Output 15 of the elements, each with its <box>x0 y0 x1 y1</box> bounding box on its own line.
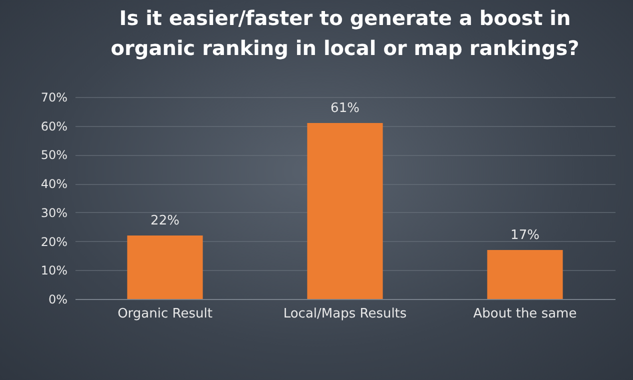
x-tick-label: Local/Maps Results <box>283 306 407 322</box>
y-tick-label: 70% <box>40 90 68 104</box>
chart-title: Is it easier/faster to generate a boost in organic ranking in local or map rankings? <box>110 6 580 60</box>
y-tick-label: 40% <box>40 177 68 192</box>
data-label: 17% <box>510 228 540 243</box>
y-tick-label: 10% <box>40 264 68 278</box>
y-tick-label: 0% <box>48 292 68 306</box>
y-tick-label: 50% <box>40 148 68 162</box>
y-tick-label: 60% <box>40 119 68 134</box>
x-tick-label: About the same <box>473 306 577 322</box>
y-tick-label: 30% <box>40 206 68 220</box>
y-tick-label: 20% <box>40 234 68 249</box>
data-label: 22% <box>150 214 180 229</box>
x-tick-label: Organic Result <box>118 306 212 322</box>
data-label: 61% <box>330 100 360 116</box>
